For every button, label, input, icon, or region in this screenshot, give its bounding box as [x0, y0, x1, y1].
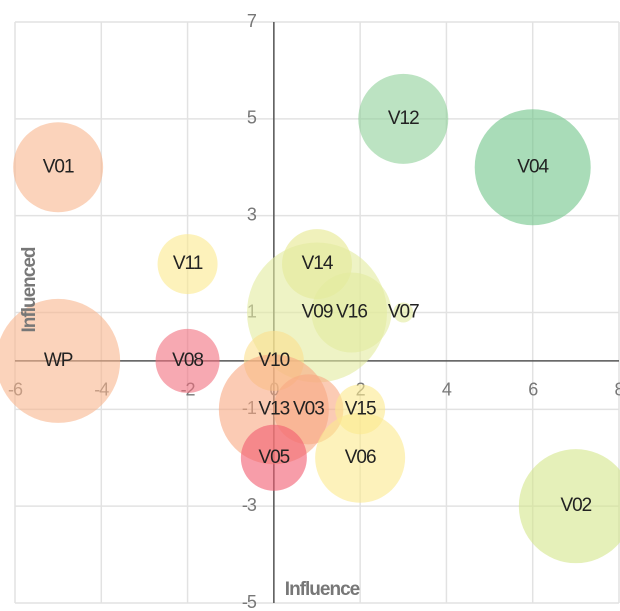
- bubble-label: V11: [173, 253, 203, 274]
- y-tick-label: 7: [247, 11, 257, 31]
- bubble-label: WP: [44, 350, 73, 371]
- bubble: [393, 302, 414, 323]
- bubble-label: V13: [258, 398, 289, 419]
- bubble-label: V10: [258, 350, 289, 371]
- y-tick-label: -5: [242, 592, 257, 611]
- bubble-label: V05: [258, 447, 289, 468]
- bubble: [311, 272, 392, 353]
- bubble: [474, 109, 591, 226]
- bubble-label: V01: [43, 156, 74, 177]
- bubble: [273, 374, 344, 445]
- bubble-label: V09: [302, 302, 333, 323]
- bubble-label: V03: [293, 398, 324, 419]
- x-tick-label: 4: [442, 380, 452, 400]
- y-axis-title: Influenced: [19, 247, 40, 332]
- y-tick-label: 5: [247, 108, 257, 128]
- bubble: [315, 412, 406, 503]
- bubble: [13, 122, 104, 213]
- bubble: [0, 298, 121, 423]
- bubble: [157, 234, 218, 295]
- bubble-label: V08: [172, 350, 203, 371]
- bubble-label: V12: [388, 108, 419, 129]
- x-axis-title: Influence: [285, 579, 360, 600]
- x-tick-label: 6: [528, 380, 538, 400]
- bubble-label: V15: [345, 398, 376, 419]
- y-tick-label: 3: [247, 204, 257, 224]
- bubble-label: V14: [302, 253, 334, 274]
- bubble: [155, 328, 220, 393]
- x-tick-label: 8: [614, 380, 620, 400]
- bubble-label: V07: [388, 302, 419, 323]
- bubble-label: V02: [560, 495, 591, 516]
- y-tick-label: -3: [242, 495, 257, 515]
- bubble: [358, 73, 449, 164]
- bubble-label: V04: [517, 156, 549, 177]
- bubble: [518, 449, 620, 564]
- bubble: [240, 424, 307, 491]
- bubble-label: V06: [345, 447, 376, 468]
- bubble-label: V16: [336, 302, 367, 323]
